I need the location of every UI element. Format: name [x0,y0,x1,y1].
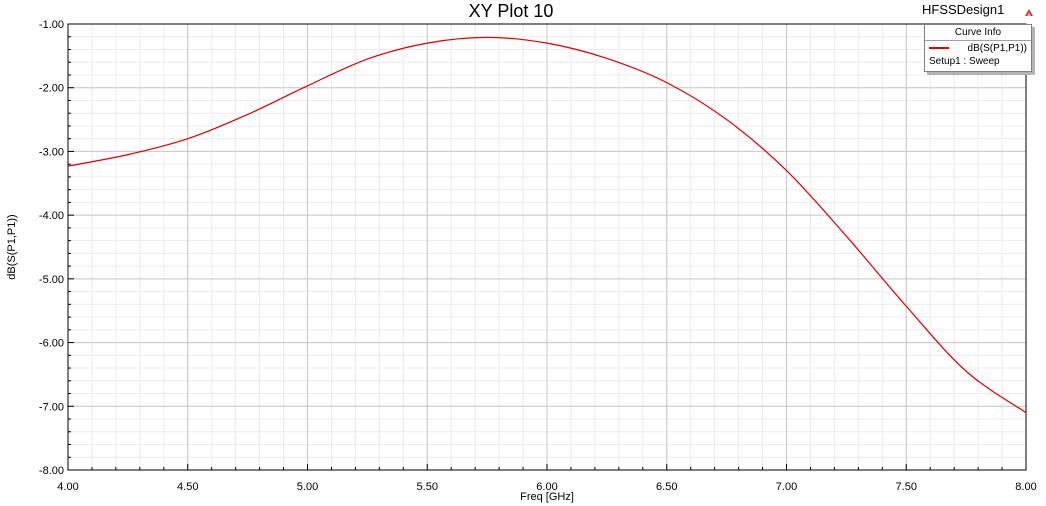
curve-info-legend[interactable]: Curve Info dB(S(P1,P1)) Setup1 : Sweep [924,24,1032,72]
x-tick-label: 5.00 [297,481,318,493]
y-axis-label: dB(S(P1,P1)) [6,214,18,279]
x-tick-label: 8.00 [1015,481,1036,493]
x-axis-label: Freq [GHz] [520,491,574,503]
plot-grid [67,23,1027,471]
y-tick-label: -5.00 [39,274,64,286]
y-tick-label: -3.00 [39,146,64,158]
legend-series-setup: Setup1 : Sweep [929,56,1000,67]
legend-series-name: dB(S(P1,P1)) [967,43,1027,54]
y-tick-label: -2.00 [39,83,64,95]
legend-subtitle-row: Setup1 : Sweep [925,55,1031,69]
x-tick-label: 7.50 [896,481,917,493]
x-tick-label: 4.50 [177,481,198,493]
legend-swatch [929,47,949,49]
x-tick-label: 6.50 [656,481,677,493]
y-tick-label: -8.00 [39,465,64,477]
x-tick-label: 7.00 [776,481,797,493]
legend-entry[interactable]: dB(S(P1,P1)) [925,41,1031,55]
y-tick-label: -4.00 [39,210,64,222]
x-tick-label: 4.00 [57,481,78,493]
y-tick-label: -1.00 [39,19,64,31]
y-tick-label: -6.00 [39,338,64,350]
y-tick-label: -7.00 [39,401,64,413]
series-line-dB-S-P1-P1 [67,36,1027,414]
corner-logo-icon [1025,9,1033,16]
series-layer [67,36,1027,414]
x-tick-label: 6.00 [536,481,557,493]
x-tick-label: 5.50 [417,481,438,493]
chart-title: XY Plot 10 [469,1,554,21]
design-name: HFSSDesign1 [922,2,1004,17]
axis-ticks: 4.00 4.50 5.00 5.50 6.00 6.50 7.00 7.50 8.00 -1.0… [39,19,1037,493]
legend-title: Curve Info [925,25,1031,41]
